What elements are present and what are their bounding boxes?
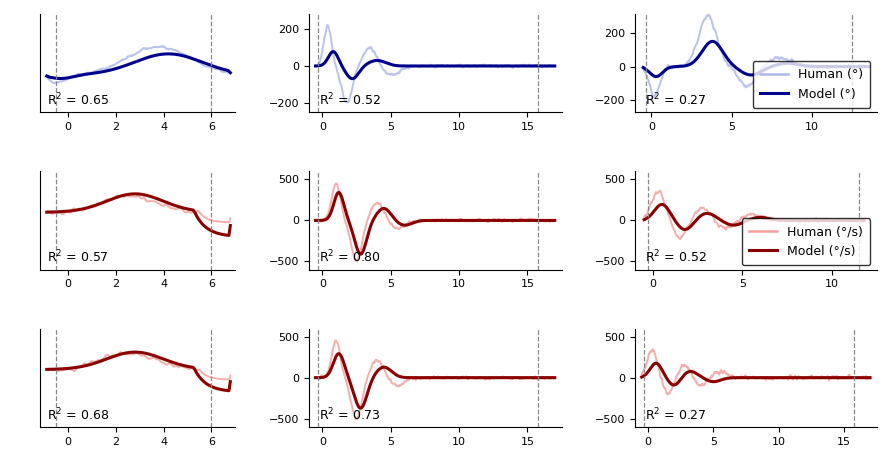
Text: R$^2$ = 0.65: R$^2$ = 0.65 (48, 92, 109, 108)
Legend: Human (°), Model (°): Human (°), Model (°) (752, 61, 870, 108)
Text: R$^2$ = 0.27: R$^2$ = 0.27 (645, 406, 706, 423)
Legend: Human (°/s), Model (°/s): Human (°/s), Model (°/s) (742, 218, 870, 265)
Text: R$^2$ = 0.52: R$^2$ = 0.52 (645, 249, 707, 265)
Text: R$^2$ = 0.73: R$^2$ = 0.73 (319, 406, 380, 423)
Text: R$^2$ = 0.57: R$^2$ = 0.57 (48, 249, 108, 265)
Text: R$^2$ = 0.80: R$^2$ = 0.80 (319, 249, 381, 265)
Text: R$^2$ = 0.27: R$^2$ = 0.27 (645, 92, 706, 108)
Text: R$^2$ = 0.68: R$^2$ = 0.68 (48, 406, 109, 423)
Text: R$^2$ = 0.52: R$^2$ = 0.52 (319, 92, 381, 108)
